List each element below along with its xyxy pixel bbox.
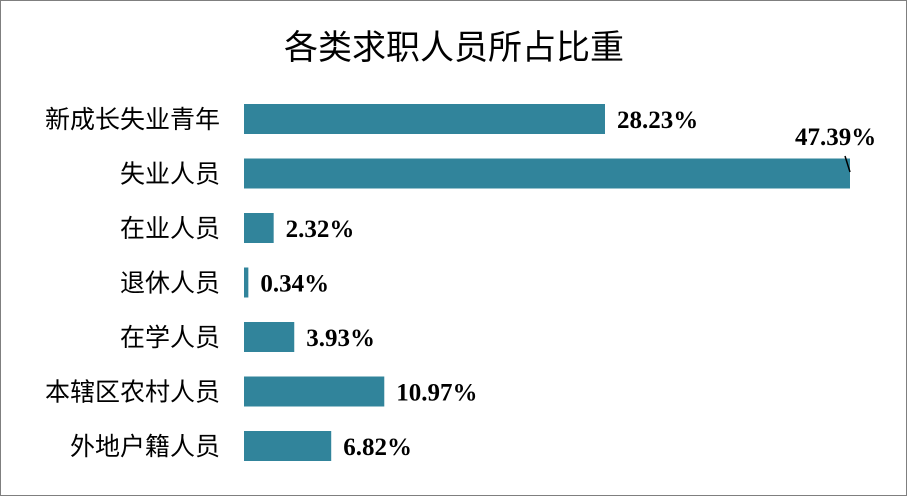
leader-line — [844, 155, 851, 173]
chart-title: 各类求职人员所占比重 — [284, 28, 624, 68]
data-label: 2.32% — [286, 216, 355, 243]
category-label: 外地户籍人员 — [70, 432, 220, 461]
labels-layer: 新成长失业青年 28.23% 失业人员 47.39% 在业人员 2.32% 退休人员 0.34… — [45, 105, 876, 461]
data-label: 28.23% — [617, 107, 698, 134]
category-label: 在学人员 — [120, 323, 220, 352]
data-label: 6.82% — [343, 434, 412, 461]
data-label: 3.93% — [306, 325, 375, 352]
category-label: 在业人员 — [120, 214, 220, 243]
bar — [244, 376, 385, 407]
bar — [244, 213, 274, 243]
bar — [244, 104, 605, 134]
category-label: 失业人员 — [120, 160, 220, 189]
category-label: 退休人员 — [120, 269, 220, 298]
data-label: 0.34% — [260, 271, 329, 298]
data-label: 47.39% — [795, 124, 876, 151]
bars-layer — [244, 104, 850, 461]
bar — [244, 158, 850, 189]
bar — [244, 431, 332, 461]
category-label: 本辖区农村人员 — [45, 378, 220, 407]
category-label: 新成长失业青年 — [45, 105, 220, 134]
bar — [244, 267, 249, 298]
bar — [244, 322, 295, 352]
data-label: 10.97% — [396, 380, 477, 407]
